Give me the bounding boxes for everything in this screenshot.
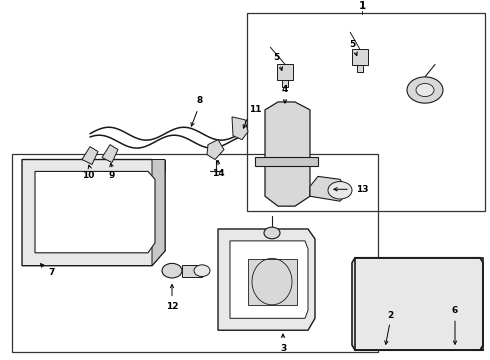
Text: 3: 3 xyxy=(280,343,286,352)
Polygon shape xyxy=(82,147,98,165)
Text: 10: 10 xyxy=(82,171,94,180)
Text: 5: 5 xyxy=(349,40,355,49)
Text: 11: 11 xyxy=(249,105,261,114)
Text: 7: 7 xyxy=(49,268,55,277)
Polygon shape xyxy=(255,157,318,166)
Polygon shape xyxy=(218,229,315,330)
Polygon shape xyxy=(232,117,248,140)
Polygon shape xyxy=(277,64,293,80)
Bar xyxy=(355,258,483,350)
Polygon shape xyxy=(152,159,165,171)
Polygon shape xyxy=(182,265,202,276)
Text: 12: 12 xyxy=(166,302,178,311)
Text: 6: 6 xyxy=(452,306,458,315)
Text: 2: 2 xyxy=(387,311,393,320)
Polygon shape xyxy=(35,171,155,253)
Text: 4: 4 xyxy=(282,85,288,94)
Text: 1: 1 xyxy=(358,1,366,11)
Circle shape xyxy=(194,265,210,276)
Polygon shape xyxy=(152,159,165,266)
Polygon shape xyxy=(282,80,288,87)
Text: 13: 13 xyxy=(356,185,368,194)
Text: 9: 9 xyxy=(109,171,115,180)
Polygon shape xyxy=(248,259,297,305)
Text: 5: 5 xyxy=(273,53,279,62)
Circle shape xyxy=(264,227,280,239)
Polygon shape xyxy=(207,140,224,159)
Bar xyxy=(247,13,485,211)
Circle shape xyxy=(416,84,434,96)
Polygon shape xyxy=(265,102,310,206)
Circle shape xyxy=(407,77,443,103)
Polygon shape xyxy=(352,258,483,350)
Polygon shape xyxy=(102,145,118,162)
Polygon shape xyxy=(352,49,368,65)
Circle shape xyxy=(162,264,182,278)
Text: 8: 8 xyxy=(197,96,203,105)
Bar xyxy=(12,154,378,352)
Polygon shape xyxy=(230,241,308,318)
Circle shape xyxy=(328,181,352,199)
Text: 14: 14 xyxy=(212,169,224,178)
Polygon shape xyxy=(310,176,348,201)
Polygon shape xyxy=(357,65,363,72)
Polygon shape xyxy=(22,159,165,266)
